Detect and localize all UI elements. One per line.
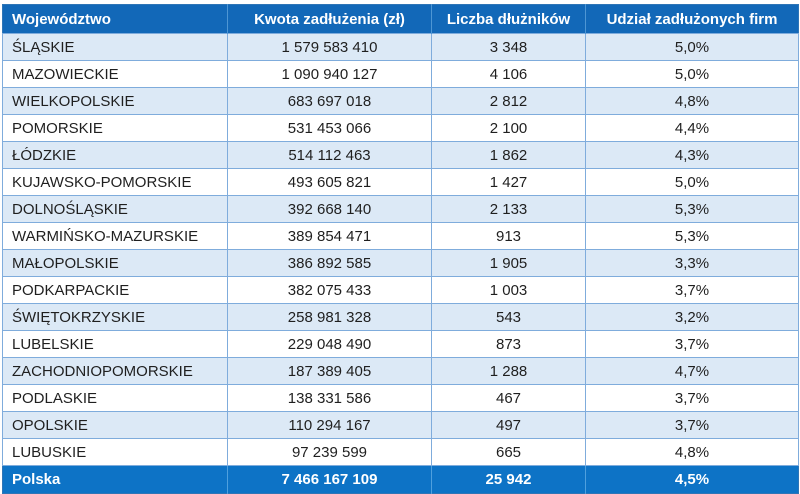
cell-kwota: 1 090 940 127: [227, 60, 432, 88]
cell-udzial: 5,0%: [585, 60, 799, 88]
cell-udzial: 4,7%: [585, 357, 799, 385]
cell-kwota: 389 854 471: [227, 222, 432, 250]
cell-udzial: 4,3%: [585, 141, 799, 169]
table-row: ŚWIĘTOKRZYSKIE 258 981 328 543 3,2%: [2, 303, 799, 331]
cell-udzial: 4,4%: [585, 114, 799, 142]
cell-wojewodztwo: WARMIŃSKO-MAZURSKIE: [2, 222, 228, 250]
cell-liczba: 913: [431, 222, 586, 250]
column-header-kwota: Kwota zadłużenia (zł): [227, 4, 432, 34]
cell-kwota: 138 331 586: [227, 384, 432, 412]
column-header-wojewodztwo: Województwo: [2, 4, 228, 34]
cell-kwota: 514 112 463: [227, 141, 432, 169]
cell-liczba: 873: [431, 330, 586, 358]
cell-liczba: 2 100: [431, 114, 586, 142]
cell-liczba: 543: [431, 303, 586, 331]
header-row: Województwo Kwota zadłużenia (zł) Liczba d…: [2, 4, 799, 34]
cell-wojewodztwo: OPOLSKIE: [2, 411, 228, 439]
cell-udzial: 4,8%: [585, 87, 799, 115]
table-row: MAŁOPOLSKIE 386 892 585 1 905 3,3%: [2, 249, 799, 277]
cell-udzial: 3,3%: [585, 249, 799, 277]
total-cell-kwota: 7 466 167 109: [227, 465, 432, 494]
cell-wojewodztwo: PODKARPACKIE: [2, 276, 228, 304]
table-row: LUBUSKIE 97 239 599 665 4,8%: [2, 438, 799, 466]
table-row: MAZOWIECKIE 1 090 940 127 4 106 5,0%: [2, 60, 799, 88]
table-row: ŚLĄSKIE 1 579 583 410 3 348 5,0%: [2, 33, 799, 61]
table-row: PODLASKIE 138 331 586 467 3,7%: [2, 384, 799, 412]
column-header-udzial: Udział zadłużonych firm: [585, 4, 799, 34]
cell-liczba: 2 133: [431, 195, 586, 223]
cell-udzial: 3,7%: [585, 411, 799, 439]
table-body: ŚLĄSKIE 1 579 583 410 3 348 5,0% MAZOWIECKIE…: [2, 33, 799, 466]
cell-liczba: 1 288: [431, 357, 586, 385]
total-row: Polska 7 466 167 109 25 942 4,5%: [2, 465, 799, 494]
table-row: POMORSKIE 531 453 066 2 100 4,4%: [2, 114, 799, 142]
table-row: WARMIŃSKO-MAZURSKIE 389 854 471 913 5,3%: [2, 222, 799, 250]
cell-kwota: 110 294 167: [227, 411, 432, 439]
cell-kwota: 386 892 585: [227, 249, 432, 277]
cell-wojewodztwo: ŚWIĘTOKRZYSKIE: [2, 303, 228, 331]
cell-udzial: 5,0%: [585, 168, 799, 196]
cell-wojewodztwo: DOLNOŚLĄSKIE: [2, 195, 228, 223]
cell-kwota: 392 668 140: [227, 195, 432, 223]
cell-udzial: 3,2%: [585, 303, 799, 331]
table-row: ZACHODNIOPOMORSKIE 187 389 405 1 288 4,7%: [2, 357, 799, 385]
total-cell-wojewodztwo: Polska: [2, 465, 228, 494]
cell-wojewodztwo: LUBELSKIE: [2, 330, 228, 358]
table-row: LUBELSKIE 229 048 490 873 3,7%: [2, 330, 799, 358]
cell-wojewodztwo: WIELKOPOLSKIE: [2, 87, 228, 115]
cell-udzial: 3,7%: [585, 276, 799, 304]
cell-wojewodztwo: KUJAWSKO-POMORSKIE: [2, 168, 228, 196]
cell-liczba: 1 862: [431, 141, 586, 169]
cell-wojewodztwo: LUBUSKIE: [2, 438, 228, 466]
cell-udzial: 5,0%: [585, 33, 799, 61]
cell-liczba: 665: [431, 438, 586, 466]
cell-wojewodztwo: ŚLĄSKIE: [2, 33, 228, 61]
cell-wojewodztwo: ZACHODNIOPOMORSKIE: [2, 357, 228, 385]
cell-kwota: 258 981 328: [227, 303, 432, 331]
cell-liczba: 2 812: [431, 87, 586, 115]
cell-kwota: 97 239 599: [227, 438, 432, 466]
cell-kwota: 382 075 433: [227, 276, 432, 304]
cell-kwota: 493 605 821: [227, 168, 432, 196]
cell-kwota: 683 697 018: [227, 87, 432, 115]
cell-liczba: 1 905: [431, 249, 586, 277]
cell-udzial: 5,3%: [585, 195, 799, 223]
cell-wojewodztwo: MAŁOPOLSKIE: [2, 249, 228, 277]
cell-wojewodztwo: MAZOWIECKIE: [2, 60, 228, 88]
cell-udzial: 5,3%: [585, 222, 799, 250]
cell-kwota: 187 389 405: [227, 357, 432, 385]
cell-liczba: 467: [431, 384, 586, 412]
total-cell-udzial: 4,5%: [585, 465, 799, 494]
cell-kwota: 1 579 583 410: [227, 33, 432, 61]
cell-liczba: 497: [431, 411, 586, 439]
debt-table: Województwo Kwota zadłużenia (zł) Liczba d…: [2, 4, 799, 494]
table-row: PODKARPACKIE 382 075 433 1 003 3,7%: [2, 276, 799, 304]
column-header-liczba: Liczba dłużników: [431, 4, 586, 34]
table-row: WIELKOPOLSKIE 683 697 018 2 812 4,8%: [2, 87, 799, 115]
cell-liczba: 1 427: [431, 168, 586, 196]
cell-udzial: 3,7%: [585, 384, 799, 412]
table-row: OPOLSKIE 110 294 167 497 3,7%: [2, 411, 799, 439]
cell-wojewodztwo: POMORSKIE: [2, 114, 228, 142]
cell-wojewodztwo: PODLASKIE: [2, 384, 228, 412]
cell-kwota: 531 453 066: [227, 114, 432, 142]
cell-udzial: 4,8%: [585, 438, 799, 466]
cell-kwota: 229 048 490: [227, 330, 432, 358]
cell-udzial: 3,7%: [585, 330, 799, 358]
total-cell-liczba: 25 942: [431, 465, 586, 494]
cell-liczba: 3 348: [431, 33, 586, 61]
cell-liczba: 1 003: [431, 276, 586, 304]
cell-liczba: 4 106: [431, 60, 586, 88]
cell-wojewodztwo: ŁÓDZKIE: [2, 141, 228, 169]
table-row: DOLNOŚLĄSKIE 392 668 140 2 133 5,3%: [2, 195, 799, 223]
table-row: KUJAWSKO-POMORSKIE 493 605 821 1 427 5,0%: [2, 168, 799, 196]
table-row: ŁÓDZKIE 514 112 463 1 862 4,3%: [2, 141, 799, 169]
